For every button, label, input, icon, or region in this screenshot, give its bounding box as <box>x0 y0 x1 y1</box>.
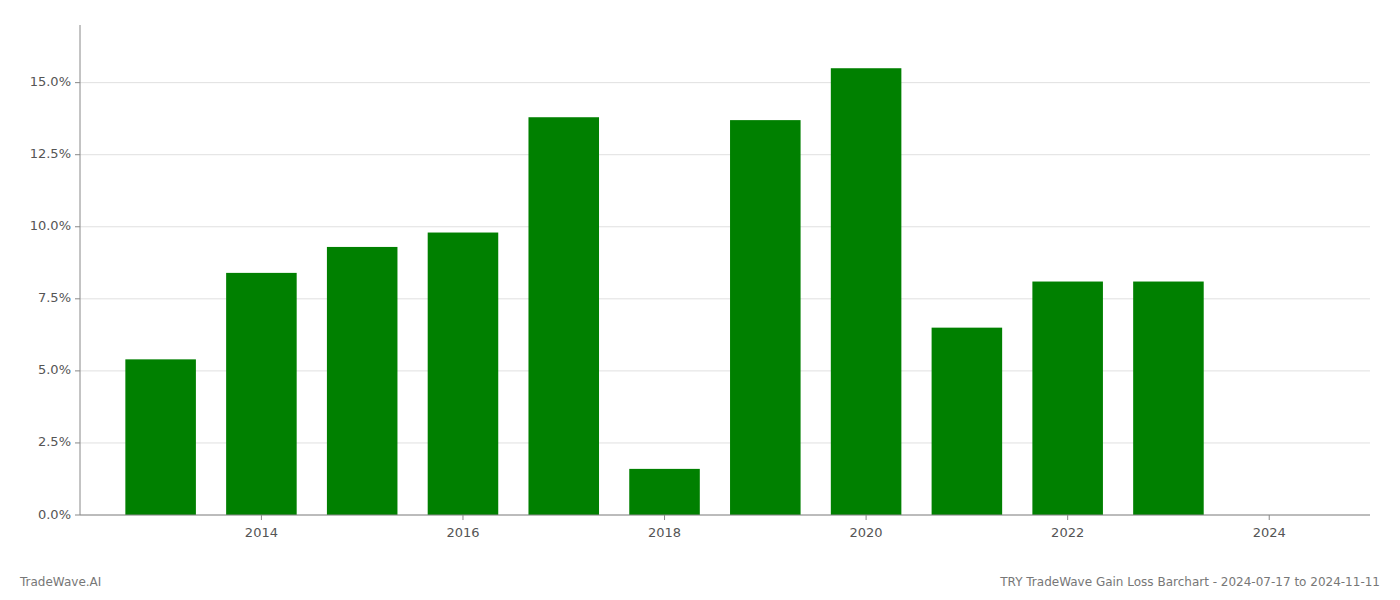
bar <box>629 469 700 515</box>
y-tick-label: 5.0% <box>38 362 71 377</box>
x-tick <box>462 515 463 520</box>
bars <box>125 68 1203 515</box>
y-tick-label: 15.0% <box>30 74 71 89</box>
bar <box>932 328 1003 515</box>
x-tick <box>866 515 867 520</box>
bar <box>1032 282 1103 515</box>
bar <box>226 273 297 515</box>
bar <box>1133 282 1204 515</box>
x-tick-label: 2016 <box>446 525 479 540</box>
annotations: TradeWave.AI TRY TradeWave Gain Loss Barc… <box>19 575 1380 589</box>
annotation: TRY TradeWave Gain Loss Barchart - 2024-… <box>999 575 1380 589</box>
y-tick <box>75 82 80 83</box>
grid-line <box>80 82 1370 83</box>
chart-svg: 0.0%2.5%5.0%7.5%10.0%12.5%15.0%201420162… <box>0 0 1400 600</box>
y-tick <box>75 515 80 516</box>
x-axis-line <box>80 515 1370 516</box>
chart-container: 0.0%2.5%5.0%7.5%10.0%12.5%15.0%201420162… <box>0 0 1400 600</box>
grid-line <box>80 226 1370 227</box>
y-tick <box>75 226 80 227</box>
x-tick-label: 2020 <box>850 525 883 540</box>
x-tick <box>664 515 665 520</box>
bar <box>428 233 499 515</box>
bar <box>528 117 599 515</box>
x-tick-label: 2024 <box>1253 525 1286 540</box>
x-tick-label: 2022 <box>1051 525 1084 540</box>
y-axis: 0.0% 2.5% 5.0% 7.5% 10.0% 12.5% 15.0% <box>30 25 80 522</box>
y-grid <box>80 83 1370 515</box>
y-tick <box>75 298 80 299</box>
bar <box>327 247 398 515</box>
bar <box>125 359 196 515</box>
x-tick <box>261 515 262 520</box>
y-tick-label: 2.5% <box>38 434 71 449</box>
bar <box>730 120 801 515</box>
grid-line <box>80 515 1370 516</box>
y-tick-label: 0.0% <box>38 507 71 522</box>
grid-line <box>80 154 1370 155</box>
x-tick <box>1067 515 1068 520</box>
annotation: TradeWave.AI <box>19 575 101 589</box>
y-tick-label: 7.5% <box>38 290 71 305</box>
x-tick <box>1269 515 1270 520</box>
x-tick-label: 2018 <box>648 525 681 540</box>
background <box>0 0 1400 600</box>
y-tick-label: 10.0% <box>30 218 71 233</box>
y-tick <box>75 154 80 155</box>
x-axis: 2014 2016 2018 2020 2022 2024 <box>80 515 1370 540</box>
y-tick-label: 12.5% <box>30 146 71 161</box>
bar <box>831 68 902 515</box>
y-tick <box>75 370 80 371</box>
y-tick <box>75 442 80 443</box>
x-tick-label: 2014 <box>245 525 278 540</box>
y-axis-line <box>80 25 81 515</box>
